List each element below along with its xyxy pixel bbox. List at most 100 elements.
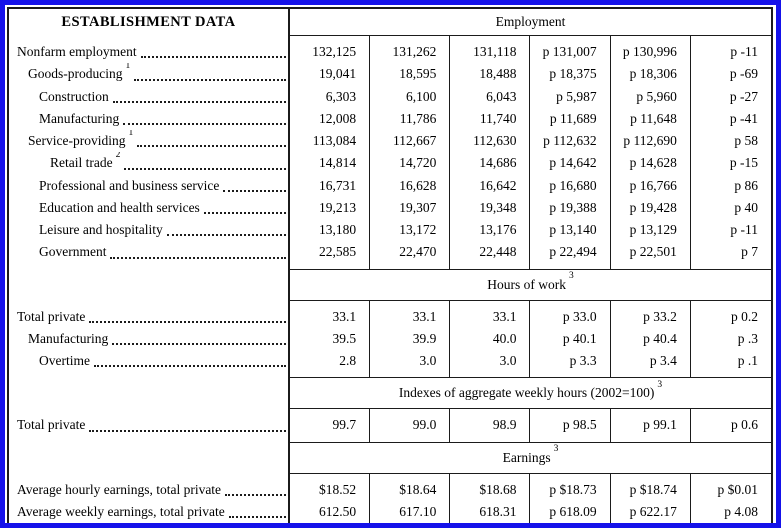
row-label-text: Retail trade2 bbox=[50, 152, 120, 174]
value-cell: 19,213 bbox=[290, 196, 371, 219]
value-cell: 3.0 bbox=[370, 350, 451, 378]
value-cell: $18.64 bbox=[370, 473, 451, 501]
row-label-text: Construction bbox=[39, 86, 109, 108]
value-cell: p 58 bbox=[734, 133, 758, 148]
row-label: Overtime bbox=[9, 350, 290, 378]
dot-leader bbox=[89, 320, 286, 323]
footnote-superscript: 3 bbox=[553, 444, 559, 454]
value-cell: p 40.1 bbox=[530, 327, 611, 350]
value-cell: 13,176 bbox=[450, 219, 531, 242]
value-cell: 16,642 bbox=[450, 174, 531, 197]
section-band-label: Indexes of aggregate weekly hours (2002=… bbox=[398, 385, 655, 401]
value-cell: p -69 bbox=[729, 66, 758, 82]
value-cell: p 22,501 bbox=[611, 241, 691, 269]
value-cell: p 131,007 bbox=[530, 36, 611, 64]
row-label-text: Leisure and hospitality bbox=[39, 219, 163, 241]
stub-spacer bbox=[9, 268, 290, 301]
value-cell: p 22,494 bbox=[530, 241, 611, 269]
value-cell: p 18,306 bbox=[611, 63, 691, 86]
dot-leader bbox=[93, 365, 286, 368]
dot-leader bbox=[134, 78, 286, 81]
value-cell: p 130,996 bbox=[611, 36, 691, 64]
value-cell: 6,043 bbox=[450, 85, 531, 108]
row-label: Professional and business service bbox=[9, 174, 290, 197]
value-cell: 14,720 bbox=[370, 152, 451, 175]
label-text: Manufacturing bbox=[28, 330, 109, 346]
value-cell: 39.5 bbox=[290, 327, 371, 350]
row-label-text: Government bbox=[39, 241, 106, 263]
value-cell: 12,008 bbox=[290, 107, 371, 130]
row-label-text: Average weekly earnings, total private bbox=[17, 501, 225, 523]
value-cell: 22,448 bbox=[450, 241, 531, 269]
value-cell: 39.9 bbox=[370, 327, 451, 350]
row-label-text: Average hourly earnings, total private bbox=[17, 479, 221, 501]
row-label-text: Manufacturing bbox=[28, 328, 108, 350]
establishment-data-table: ESTABLISHMENT DATA Employment Nonfarm empl… bbox=[7, 7, 773, 523]
value-cell: 2.8 bbox=[290, 350, 371, 378]
section-band-label: Hours of work bbox=[487, 276, 566, 292]
value-cell: 131,262 bbox=[370, 36, 451, 64]
value-cell: p 16,766 bbox=[611, 174, 691, 197]
label-text: Goods-producing bbox=[28, 66, 123, 82]
label-text: Overtime bbox=[39, 353, 90, 368]
value-cell: p 99.1 bbox=[611, 409, 691, 442]
row-label: Total private bbox=[9, 409, 290, 442]
footnote-superscript: 1 bbox=[128, 130, 134, 138]
row-label: Construction bbox=[9, 85, 290, 108]
value-cell: p 11,648 bbox=[611, 107, 691, 130]
value-cell: 33.1 bbox=[290, 300, 371, 328]
value-cell: p -27 bbox=[729, 88, 758, 104]
value-cell: p 5,987 bbox=[530, 85, 611, 108]
value-cell: 11,786 bbox=[370, 107, 451, 130]
label-text: Total private bbox=[17, 308, 86, 324]
row-label-text: Manufacturing bbox=[39, 108, 119, 130]
value-cell: p $18.74 bbox=[611, 473, 691, 501]
row-label: Total private bbox=[9, 300, 290, 328]
row-label: Leisure and hospitality bbox=[9, 219, 290, 242]
value-cell: p -11 bbox=[730, 222, 758, 237]
section-band-label: Employment bbox=[495, 14, 566, 29]
value-cell: p -15 bbox=[729, 155, 758, 171]
dot-leader bbox=[228, 516, 286, 518]
row-label: Education and health services bbox=[9, 196, 290, 219]
stub-spacer bbox=[9, 377, 290, 410]
value-cell: 132,125 bbox=[290, 36, 371, 64]
value-cell: p 40 bbox=[734, 199, 758, 215]
value-cell: 33.1 bbox=[450, 300, 531, 328]
section-band: Employment bbox=[290, 9, 771, 36]
value-cell: p -11 bbox=[730, 44, 758, 59]
value-cell: 3.0 bbox=[450, 350, 531, 378]
value-cell: 99.7 bbox=[290, 409, 371, 442]
row-label-text: Total private bbox=[17, 414, 85, 436]
label-text: Government bbox=[39, 244, 107, 260]
stub-header-text: ESTABLISHMENT DATA bbox=[61, 14, 236, 30]
value-cell: p 11,689 bbox=[530, 107, 611, 130]
value-cell: p 0.2 bbox=[730, 308, 758, 324]
row-label-text: Total private bbox=[17, 306, 85, 328]
dot-leader bbox=[223, 189, 286, 192]
row-label-text: Education and health services bbox=[39, 197, 200, 219]
label-text: Manufacturing bbox=[39, 110, 120, 126]
value-cell: p 33.0 bbox=[530, 300, 611, 328]
value-cell: 22,585 bbox=[290, 241, 371, 269]
value-cell: p 98.5 bbox=[530, 409, 611, 442]
value-cell: p 16,680 bbox=[530, 174, 611, 197]
stub-header: ESTABLISHMENT DATA bbox=[9, 9, 290, 36]
table-grid: ESTABLISHMENT DATA Employment Nonfarm empl… bbox=[9, 9, 771, 523]
dot-leader bbox=[203, 212, 286, 214]
value-cell: 618.31 bbox=[450, 500, 531, 523]
row-label-text: Goods-producing1 bbox=[28, 63, 130, 85]
value-cell: $18.68 bbox=[450, 473, 531, 501]
row-label: Retail trade2 bbox=[9, 152, 290, 175]
value-cell: 112,667 bbox=[370, 130, 451, 153]
row-label: Manufacturing bbox=[9, 107, 290, 130]
value-cell: 19,041 bbox=[290, 63, 371, 86]
value-cell: 22,470 bbox=[370, 241, 451, 269]
value-cell: 13,180 bbox=[290, 219, 371, 242]
label-text: Professional and business service bbox=[39, 177, 220, 193]
footnote-superscript: 3 bbox=[568, 271, 574, 281]
value-cell: 16,628 bbox=[370, 174, 451, 197]
value-cell: p 13,140 bbox=[530, 219, 611, 242]
value-cell: p 3.4 bbox=[611, 350, 691, 378]
value-cell: 617.10 bbox=[370, 500, 451, 523]
